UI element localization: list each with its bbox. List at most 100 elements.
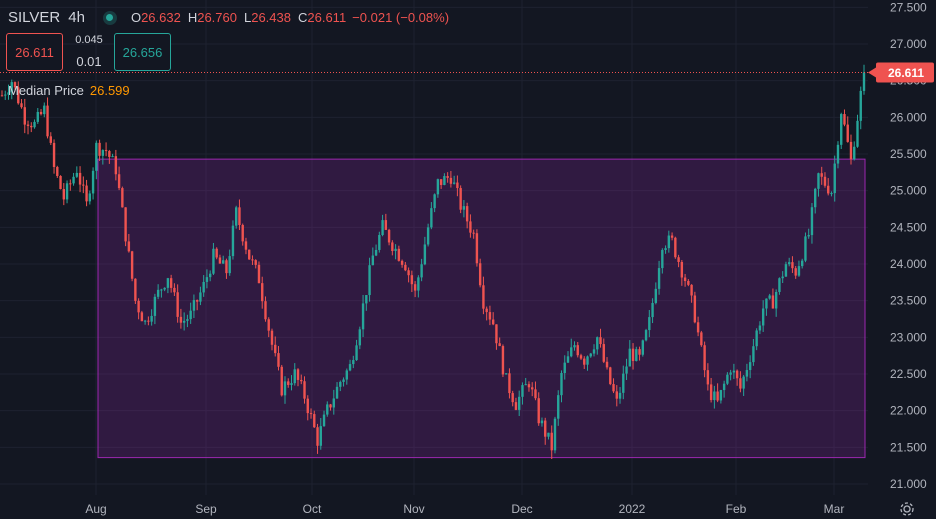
candle-body bbox=[371, 255, 375, 266]
price-tick-label: 22.500 bbox=[890, 367, 927, 381]
candle-body bbox=[430, 208, 433, 228]
time-tick-label: Sep bbox=[195, 502, 217, 516]
candle-body bbox=[384, 220, 388, 230]
candle-body bbox=[420, 264, 423, 278]
candle-body bbox=[160, 289, 163, 291]
candle-body bbox=[602, 344, 605, 362]
candle-body bbox=[622, 373, 625, 393]
candle-body bbox=[856, 120, 859, 147]
candle-body bbox=[690, 284, 693, 296]
candle-body bbox=[280, 366, 283, 396]
ohlc-high: H26.760 bbox=[187, 10, 237, 25]
candle-body bbox=[742, 376, 745, 389]
candle-body bbox=[238, 207, 241, 226]
candle-body bbox=[225, 260, 228, 274]
candle-body bbox=[208, 273, 212, 278]
candle-body bbox=[101, 150, 105, 156]
candle-body bbox=[716, 391, 719, 401]
candle-body bbox=[46, 105, 49, 137]
candle-body bbox=[810, 207, 814, 236]
time-tick-label: Oct bbox=[303, 502, 322, 516]
candle-body bbox=[579, 355, 583, 359]
time-tick-label: Mar bbox=[824, 502, 845, 516]
candle-body bbox=[309, 413, 313, 415]
candle-body bbox=[609, 367, 612, 385]
candle-body bbox=[540, 420, 544, 424]
settings-gear-icon[interactable] bbox=[898, 500, 916, 518]
candle-body bbox=[768, 295, 771, 299]
candle-body bbox=[329, 404, 332, 408]
spread-value: 0.045 bbox=[75, 34, 103, 46]
candle-body bbox=[7, 92, 10, 95]
candle-body bbox=[599, 337, 602, 345]
candle-body bbox=[683, 277, 687, 281]
quantity-value[interactable]: 0.01 bbox=[76, 54, 102, 69]
candle-body bbox=[605, 361, 609, 368]
candle-body bbox=[823, 176, 827, 186]
candle-body bbox=[436, 179, 440, 195]
candle-body bbox=[674, 237, 677, 258]
candle-body bbox=[498, 343, 501, 347]
candle-body bbox=[91, 170, 95, 194]
candle-body bbox=[862, 72, 866, 91]
candle-body bbox=[290, 383, 293, 385]
candle-body bbox=[277, 353, 280, 367]
candle-body bbox=[859, 90, 862, 121]
candle-body bbox=[36, 111, 39, 122]
candles bbox=[0, 64, 866, 459]
candle-body bbox=[508, 373, 511, 394]
candle-body bbox=[840, 114, 843, 145]
candle-body bbox=[339, 381, 342, 387]
candle-body bbox=[59, 175, 62, 190]
candle-body bbox=[319, 426, 322, 446]
candle-body bbox=[10, 82, 13, 93]
buy-button[interactable]: 26.656 bbox=[114, 33, 171, 71]
candle-body bbox=[713, 391, 716, 401]
candle-body bbox=[313, 414, 316, 428]
candle-body bbox=[739, 378, 742, 389]
candle-body bbox=[830, 193, 833, 195]
candle-body bbox=[709, 384, 713, 401]
candle-body bbox=[836, 144, 840, 164]
candle-body bbox=[182, 320, 186, 323]
indicator-legend[interactable]: Median Price 26.599 bbox=[8, 83, 130, 98]
candle-body bbox=[563, 362, 566, 374]
candle-body bbox=[88, 193, 92, 202]
candle-body bbox=[387, 229, 391, 243]
candle-body bbox=[407, 270, 410, 276]
candle-body bbox=[20, 103, 23, 108]
candle-body bbox=[326, 404, 329, 415]
interval-label[interactable]: 4h bbox=[68, 9, 85, 26]
candle-body bbox=[524, 384, 527, 386]
candle-body bbox=[261, 283, 264, 302]
candle-body bbox=[342, 379, 345, 382]
candle-body bbox=[352, 360, 355, 365]
candle-body bbox=[657, 268, 661, 289]
symbol-name[interactable]: SILVER bbox=[8, 9, 61, 26]
candle-body bbox=[365, 295, 368, 304]
price-tick-label: 24.000 bbox=[890, 257, 927, 271]
candle-body bbox=[221, 260, 225, 264]
candle-body bbox=[153, 296, 157, 316]
candle-body bbox=[410, 275, 414, 285]
candle-body bbox=[778, 278, 781, 292]
candle-body bbox=[270, 330, 274, 345]
candle-body bbox=[176, 292, 179, 317]
candle-body bbox=[241, 225, 244, 242]
candle-body bbox=[791, 262, 794, 269]
candle-body bbox=[726, 374, 729, 384]
candle-body bbox=[843, 114, 846, 125]
candle-body bbox=[179, 316, 183, 323]
candle-body bbox=[729, 372, 732, 375]
sell-button[interactable]: 26.611 bbox=[6, 33, 63, 71]
candle-body bbox=[817, 173, 820, 189]
candle-body bbox=[765, 298, 768, 309]
candle-body bbox=[358, 329, 362, 346]
candle-body bbox=[104, 150, 108, 152]
candle-body bbox=[625, 366, 628, 374]
candle-body bbox=[95, 142, 98, 171]
candle-body bbox=[735, 370, 739, 379]
candle-body bbox=[518, 396, 521, 410]
